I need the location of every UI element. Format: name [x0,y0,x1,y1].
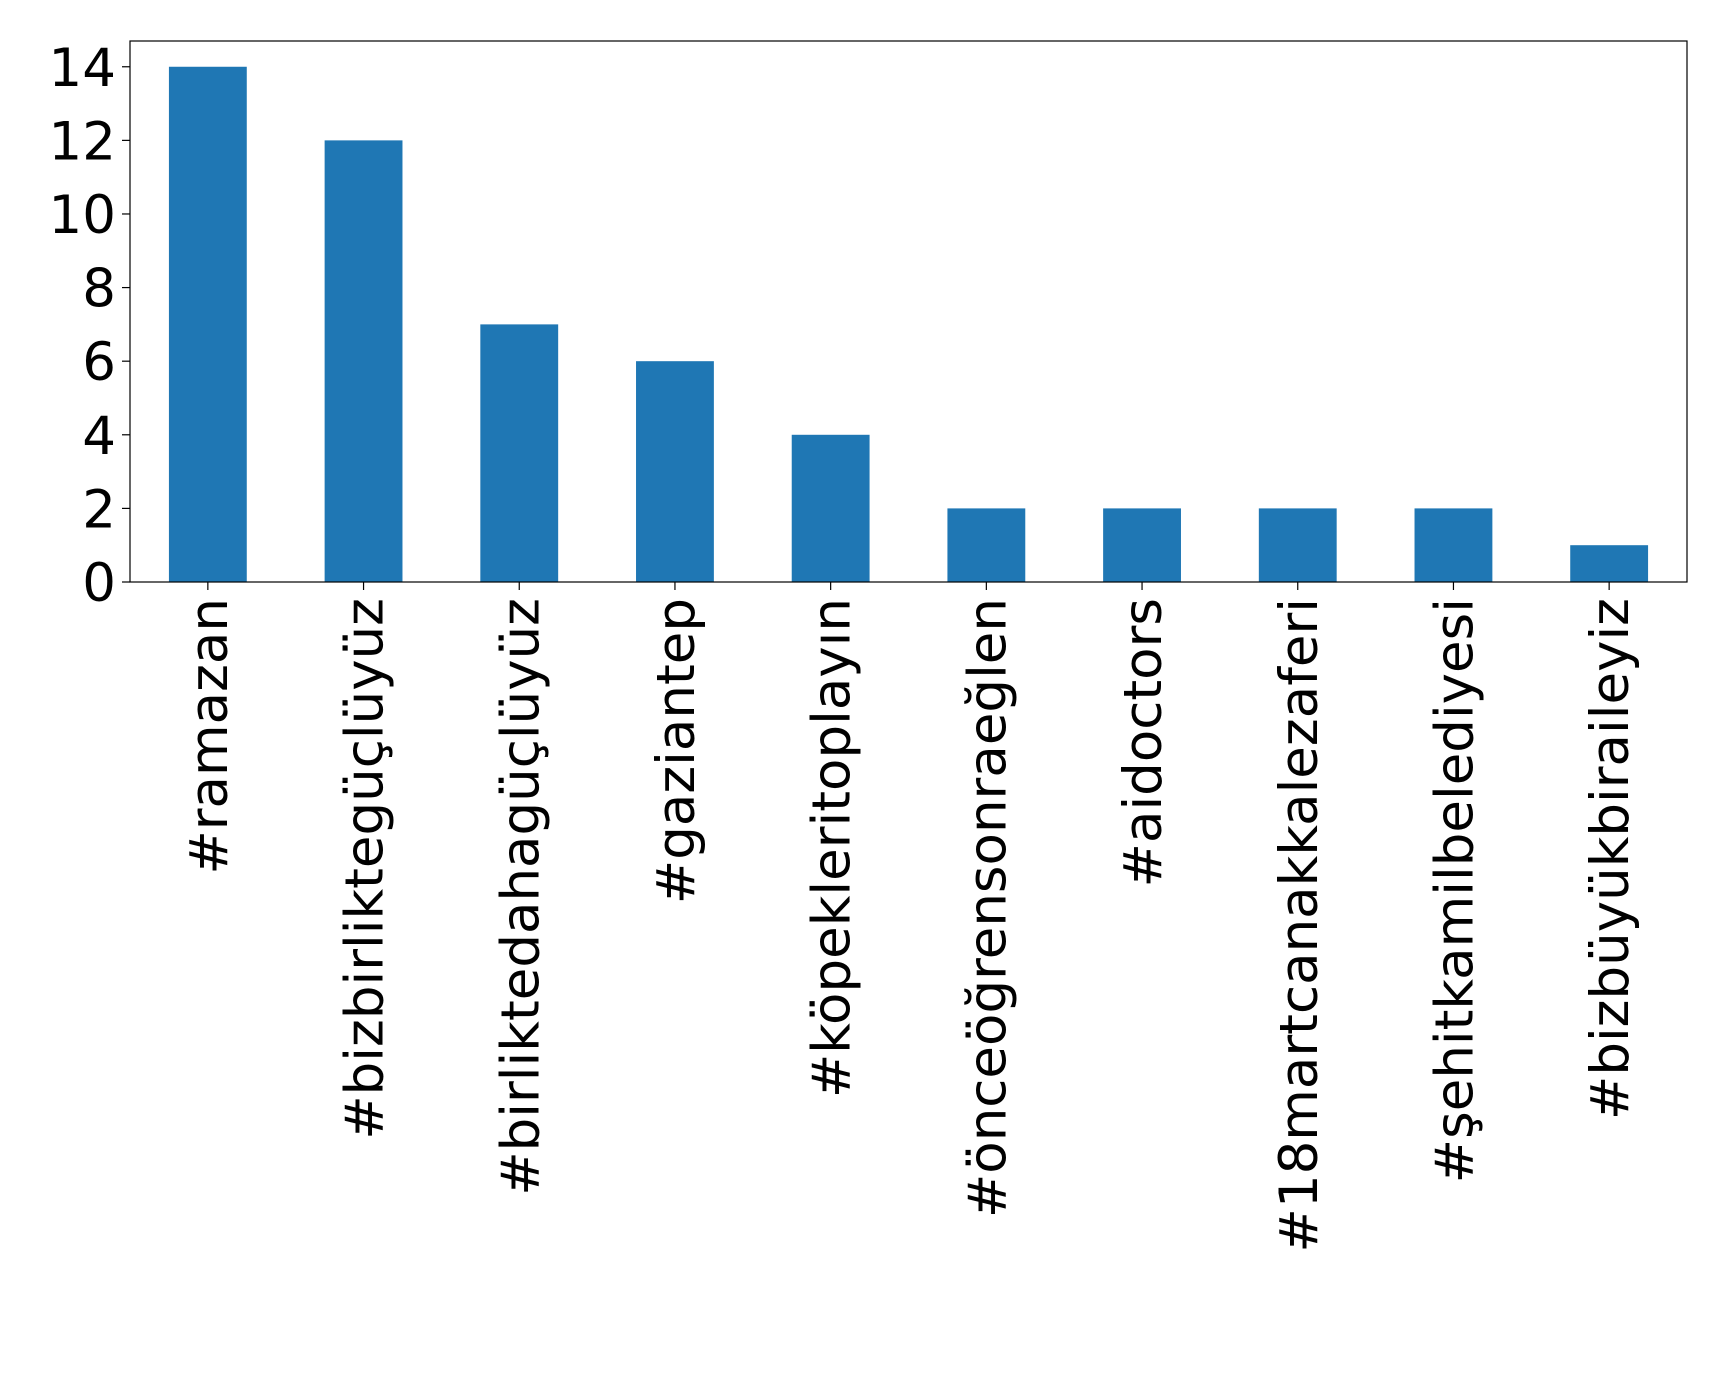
bar [1103,508,1181,582]
x-tick-label: #18martcanakkalezaferi [1269,598,1330,1253]
bar [168,66,247,582]
x-tick-label: #önceöğrensonraeğlen [957,598,1018,1218]
x-tick-label: #gaziantep [646,598,707,904]
x-tick-label: #bizbüyükbiraileyiz [1580,598,1641,1120]
y-tick-label: 0 [82,553,116,614]
bar [480,324,559,582]
y-tick-label: 14 [49,38,116,99]
bar [947,508,1026,582]
bar [1570,545,1649,582]
bar [324,140,403,582]
x-tick-label: #ramazan [179,598,240,875]
y-tick-label: 2 [82,479,116,540]
y-tick-label: 8 [82,259,116,320]
y-tick-label: 4 [82,406,116,467]
bar [636,361,714,582]
x-tick-label: #birliktedahagüçlüyüz [490,598,551,1196]
bar [1414,508,1493,582]
y-tick-label: 12 [49,111,116,172]
bar [1258,508,1337,582]
x-tick-label: #köpekleritoplayın [802,598,863,1098]
x-tick-label: #aidoctors [1113,598,1174,887]
x-tick-label: #şehitkamilbelediyesi [1424,598,1485,1183]
y-tick-label: 10 [49,185,116,246]
x-tick-label: #bizbirliktegüçlüyüz [335,598,396,1140]
bar [791,434,870,582]
y-tick-label: 6 [82,332,116,393]
plot-frame [129,40,1688,583]
